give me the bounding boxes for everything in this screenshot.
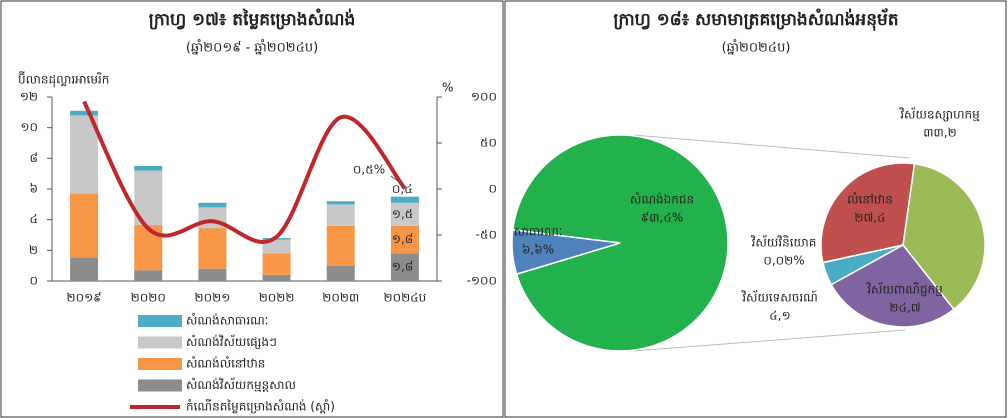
legend-swatch [138,336,182,349]
y-tick-label: ១០ [20,120,38,134]
bar-segment [198,268,227,281]
y-tick-label: ០ [30,274,39,288]
left-panel [0,0,504,418]
bar-segment [134,225,163,271]
bar-segment [198,228,227,269]
y2-tick-label: ៥០ [480,136,497,150]
bar-segment [262,239,291,254]
pie-slice [511,134,729,352]
x-tick-label: ២០២៣ [322,291,359,305]
slice-value: ៣៣,២ [923,126,956,140]
y2-axis-label: % [442,81,453,95]
y-axis-label: ប៊ីលានដុល្លារអាមេរិក [18,71,109,88]
bar-segment [70,258,99,281]
slice-value: ៦,៦% [522,243,554,257]
line-series [82,100,407,244]
y2-tick-label: -៥០ [476,228,497,242]
legend-swatch [138,379,182,392]
bar-segment [390,202,419,226]
slice-label: វិស័យទេសចរណ៍ [741,290,818,305]
y-tick-label: ៤ [30,212,39,226]
slice-label: វិស័យឧស្សាហកម្ម [899,107,980,122]
y-tick-label: ៦ [30,182,39,196]
legend-label: សំណង់វិស័យផ្សេងៗ [186,334,277,349]
right-panel [504,0,1007,418]
slice-label: សាធារណៈ [514,225,563,239]
legend-label: សំណង់វិស័យកម្មន្តសាល [186,377,296,392]
bar-segment [134,270,163,281]
legend-label: សំណង់លំនៅឋាន [186,356,265,371]
slice-value: ២៤,៧ [889,301,920,315]
pie-slice [830,244,955,328]
bar-segment [70,110,99,116]
pie-slice [902,162,986,311]
x-tick-label: ២០២០ [131,291,166,305]
data-label: ០,៥% [353,163,385,177]
data-label: ១,៨ [392,260,413,274]
bar-segment [326,204,355,226]
x-tick-label: ២០២៤ប [384,291,427,305]
slice-label: វិស័យវិនិយោគ [750,235,816,250]
y2-tick-label: ១០០ [471,90,497,104]
data-label: ១,៥ [392,207,413,221]
slice-value: ០,០២% [763,254,804,268]
legend-swatch [138,315,182,327]
bar-segment [326,201,355,205]
data-label: ០,៤ [392,182,413,196]
slice-value: ២៧,៤ [854,211,885,225]
x-tick-label: ២០២១ [195,291,231,305]
bar-segment [390,225,419,254]
x-tick-label: ២០២២ [259,291,295,305]
bar-segment [390,253,419,281]
bar-segment [390,196,419,203]
chart-title: ក្រាហ្វ ១៧៖ តម្លៃគម្រោងសំណង់ [149,8,356,30]
legend-swatch [138,358,182,370]
bar-segment [70,115,99,194]
bar-segment [326,265,355,281]
chart-subtitle: (ឆ្នាំ២០១៩ - ឆ្នាំ២០២៤ប) [186,39,318,56]
connector [633,329,906,352]
bar-segment [326,225,355,266]
chart-subtitle: (ឆ្នាំ២០២៤ប) [722,39,791,56]
slice-label: វិស័យពាណិជ្ជកម្ម [866,282,943,297]
slice-label: លំនៅឋាន [847,192,893,207]
y-tick-label: ១២ [20,90,38,104]
y-tick-label: ២ [29,243,38,257]
pie-slice [820,162,916,264]
connector [633,134,911,159]
slice-value: ៩៣,៤% [641,211,683,225]
data-label: ១,៨ [392,232,413,246]
y2-tick-label: ០ [489,182,498,196]
legend-label: កំណើនតម្លៃគម្រោងសំណង់ (ស្តាំ) [186,399,335,414]
y-tick-label: ៨ [30,151,39,165]
bar-segment [262,274,291,281]
slice-label: សំណង់ឯកជន [630,192,694,207]
bar-segment [134,166,163,171]
legend-label: សំណង់សាធារណៈ [186,313,268,328]
chart-title: ក្រាហ្វ ១៨៖ សមាមាត្រគម្រោងសំណង់អនុម័ត [613,8,898,31]
bar-segment [70,193,99,258]
leader [390,175,404,185]
bar-segment [262,253,291,275]
bar-segment [198,202,227,208]
slice-value: ៤,១ [769,309,790,323]
y2-tick-label: -១០០ [467,274,497,288]
x-tick-label: ២០១៩ [67,291,102,305]
pie-slice [511,229,621,276]
